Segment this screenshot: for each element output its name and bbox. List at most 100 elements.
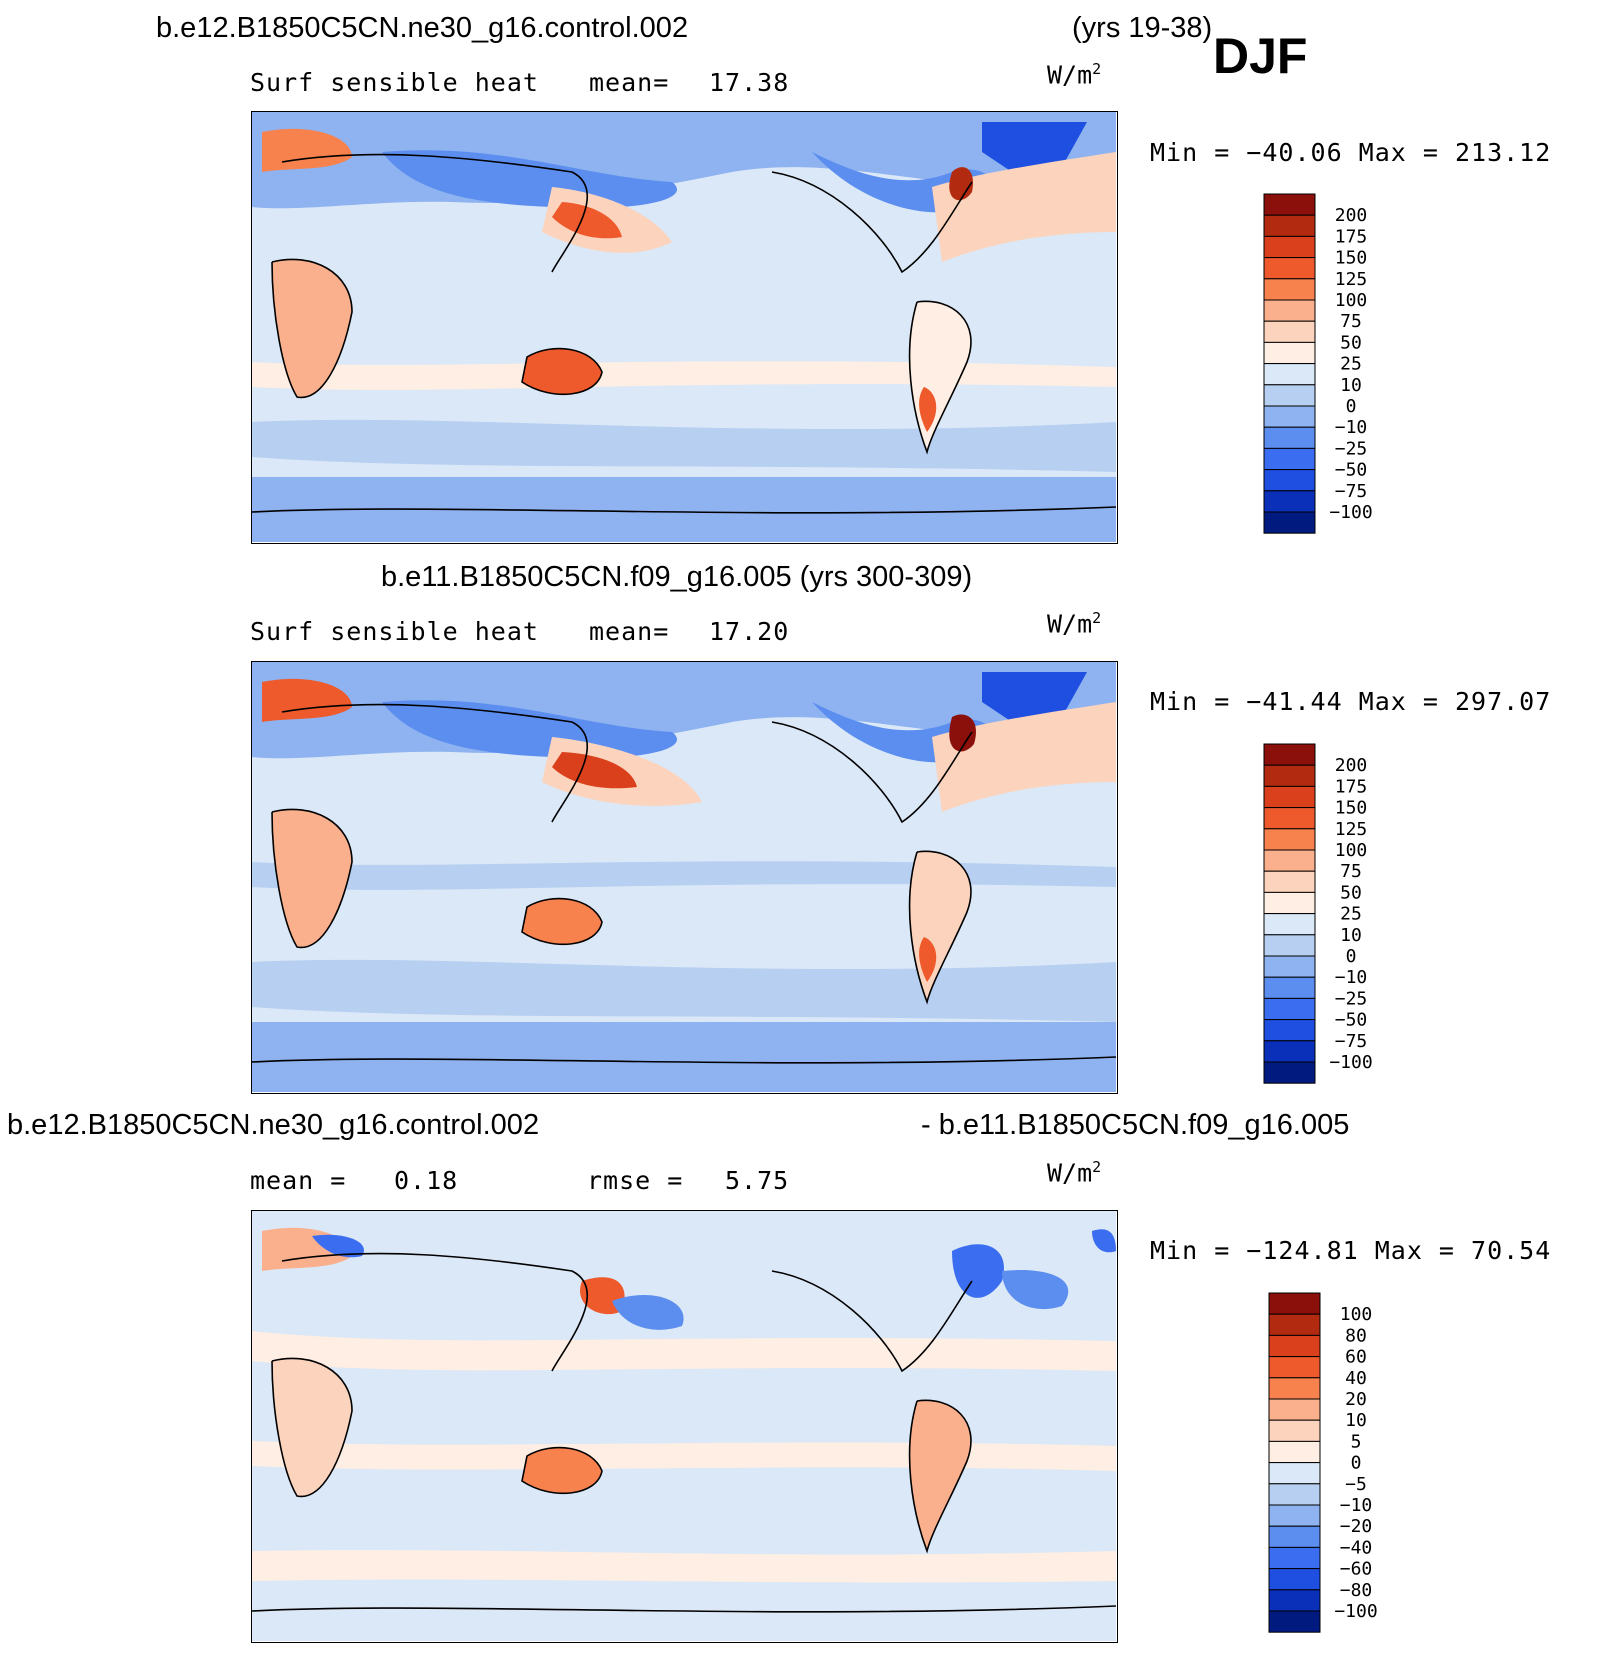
panel2-minmax: Min = −41.44 Max = 297.07 — [1150, 687, 1552, 716]
colorbar-tick-label: 60 — [1345, 1347, 1367, 1368]
colorbar-swatch — [1263, 997, 1316, 1021]
colorbar-swatch — [1268, 1504, 1321, 1527]
colorbar-swatch — [1263, 490, 1316, 513]
panel1-units: W/m2 — [1047, 60, 1102, 90]
colorbar-tick-label: −100 — [1329, 1052, 1372, 1073]
colorbar-tick-label: 50 — [1340, 332, 1362, 353]
colorbar-tick-label: 0 — [1346, 946, 1357, 967]
colorbar-tick-label: 75 — [1340, 311, 1362, 332]
colorbar-tick-label: 10 — [1340, 375, 1362, 396]
colorbar-tick-label: −50 — [1335, 1010, 1368, 1031]
colorbar-tick-label: 200 — [1335, 755, 1368, 776]
colorbar-swatch — [1268, 1313, 1321, 1336]
colorbar-tick-label: 0 — [1346, 396, 1357, 417]
colorbar-swatch — [1263, 193, 1316, 216]
panel1-variable: Surf sensible heat — [250, 68, 539, 97]
panel3-minmax: Min = −124.81 Max = 70.54 — [1150, 1236, 1552, 1265]
colorbar-swatch — [1263, 511, 1316, 534]
colorbar-swatch — [1268, 1610, 1321, 1633]
colorbar-tick-label: 175 — [1335, 776, 1368, 797]
colorbar-tick-label: 100 — [1335, 840, 1368, 861]
panel3-mean-label: mean = — [250, 1166, 347, 1195]
colorbar-swatch — [1268, 1398, 1321, 1421]
colorbar-swatch — [1268, 1568, 1321, 1591]
colorbar-swatch — [1263, 1040, 1316, 1063]
panel1-mean-value: 17.38 — [709, 68, 790, 97]
colorbar-tick-label: 50 — [1340, 882, 1362, 903]
colorbar-tick-label: −100 — [1329, 502, 1372, 523]
colorbar-swatch — [1268, 1546, 1321, 1570]
panel1-map-svg — [252, 112, 1116, 542]
panel2-variable: Surf sensible heat — [250, 617, 539, 646]
colorbar-swatch — [1263, 235, 1316, 259]
colorbar-swatch — [1263, 807, 1316, 830]
panel3-mean-value: 0.18 — [394, 1166, 459, 1195]
colorbar-tick-label: −10 — [1340, 1495, 1373, 1516]
colorbar-tick-label: −5 — [1345, 1474, 1367, 1495]
colorbar-swatch — [1263, 1061, 1316, 1084]
colorbar-swatch — [1263, 469, 1316, 492]
colorbar-swatch — [1263, 1019, 1316, 1042]
colorbar-swatch — [1263, 891, 1316, 915]
colorbar-tick-label: 150 — [1335, 798, 1368, 819]
panel3-colorbar: 100 80 60 40 20 10 5 0 −5 −10 −20 −40 −60 −80 −100 — [1268, 1292, 1428, 1637]
colorbar-tick-label: −25 — [1335, 438, 1368, 459]
colorbar-swatch — [1263, 384, 1316, 407]
colorbar-tick-label: −20 — [1340, 1516, 1373, 1537]
panel1-colorbar: 200 175 150 125 100 75 50 25 10 0 −10 −25 −50 −75 −100 — [1263, 193, 1423, 538]
colorbar-swatch — [1263, 828, 1316, 851]
panel2-map — [251, 661, 1118, 1094]
colorbar-tick-label: 100 — [1335, 290, 1368, 311]
colorbar-swatch — [1263, 934, 1316, 957]
panel3-title-left: b.e12.B1850C5CN.ne30_g16.control.002 — [7, 1109, 540, 1141]
colorbar-swatch — [1263, 976, 1316, 999]
colorbar-tick-label: 80 — [1345, 1325, 1367, 1346]
colorbar-tick-label: 25 — [1340, 354, 1362, 375]
colorbar-tick-label: −25 — [1335, 988, 1368, 1009]
colorbar-tick-label: 75 — [1340, 861, 1362, 882]
colorbar-tick-label: 150 — [1335, 248, 1368, 269]
season-label: DJF — [1213, 28, 1308, 84]
colorbar-swatch — [1263, 870, 1316, 893]
colorbar-tick-label: −40 — [1340, 1537, 1373, 1558]
colorbar-swatch — [1268, 1334, 1321, 1358]
colorbar-swatch — [1263, 257, 1316, 280]
panel3-map — [251, 1210, 1118, 1643]
colorbar-swatch — [1268, 1483, 1321, 1506]
colorbar-swatch — [1263, 320, 1316, 343]
panel1-map — [251, 111, 1118, 544]
colorbar-tick-label: 0 — [1351, 1453, 1362, 1474]
colorbar-swatch — [1268, 1356, 1321, 1379]
panel2-title: b.e11.B1850C5CN.f09_g16.005 (yrs 300-309… — [381, 561, 973, 593]
colorbar-swatch — [1263, 447, 1316, 471]
panel2-mean-value: 17.20 — [709, 617, 790, 646]
colorbar-swatch — [1268, 1440, 1321, 1464]
panel3-rmse-label: rmse = — [587, 1166, 684, 1195]
colorbar-tick-label: −10 — [1335, 417, 1368, 438]
colorbar-tick-label: 20 — [1345, 1389, 1367, 1410]
colorbar-swatch — [1268, 1589, 1321, 1612]
colorbar-tick-label: 40 — [1345, 1368, 1367, 1389]
panel2-colorbar: 200 175 150 125 100 75 50 25 10 0 −10 −25 −50 −75 −100 — [1263, 743, 1423, 1088]
colorbar-swatch — [1263, 764, 1316, 787]
colorbar-tick-label: 10 — [1340, 925, 1362, 946]
colorbar-swatch — [1263, 405, 1316, 428]
panel3-title-right: - b.e11.B1850C5CN.f09_g16.005 — [921, 1109, 1350, 1141]
colorbar-tick-label: −10 — [1335, 967, 1368, 988]
colorbar-tick-label: 175 — [1335, 226, 1368, 247]
colorbar-tick-label: 100 — [1340, 1304, 1373, 1325]
colorbar-swatch — [1263, 849, 1316, 872]
panel3-rmse-value: 5.75 — [725, 1166, 790, 1195]
colorbar-swatch — [1268, 1292, 1321, 1315]
colorbar-tick-label: 125 — [1335, 269, 1368, 290]
panel1-mean-label: mean= — [589, 68, 670, 97]
panel3-map-svg — [252, 1211, 1116, 1641]
colorbar-tick-label: −60 — [1340, 1559, 1373, 1580]
colorbar-tick-label: 200 — [1335, 205, 1368, 226]
colorbar-swatch — [1268, 1377, 1321, 1400]
colorbar-swatch — [1263, 743, 1316, 766]
colorbar-swatch — [1263, 913, 1316, 936]
